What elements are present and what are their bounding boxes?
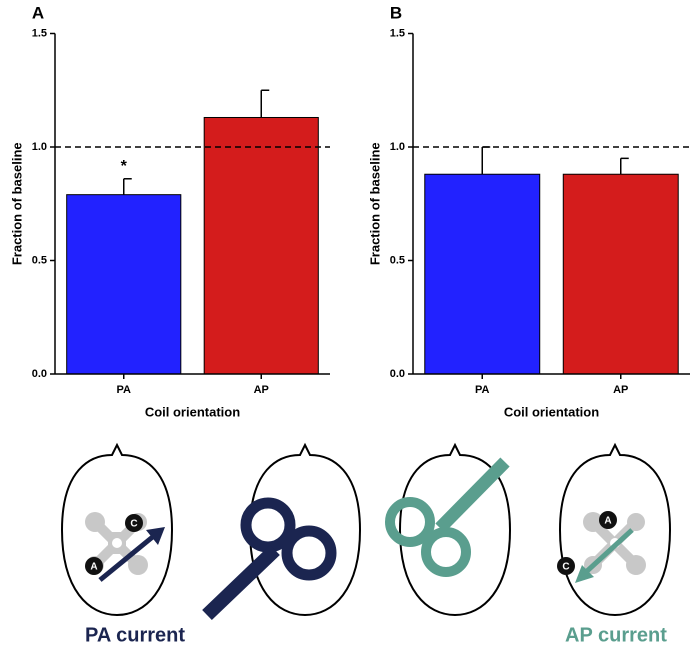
x-tick-label: PA [475, 384, 490, 396]
x-axis-label: Coil orientation [145, 404, 240, 419]
significance-mark: * [121, 158, 128, 175]
coil-center [112, 538, 122, 548]
marker-circle [85, 557, 103, 575]
panel-label: A [32, 3, 44, 22]
bar [203, 116, 319, 375]
marker-circle [599, 511, 617, 529]
arrow-head [146, 527, 165, 545]
y-tick-label: 1.0 [390, 141, 405, 153]
bar [66, 194, 182, 375]
marker-label: A [604, 516, 611, 527]
bar [562, 173, 679, 375]
x-axis-label: Coil orientation [504, 404, 599, 419]
marker-label: C [562, 562, 569, 573]
pa-current-label: PA current [85, 624, 185, 646]
x-tick-label: AP [613, 384, 628, 396]
y-tick-label: 0.0 [32, 368, 47, 380]
marker-circle [125, 514, 143, 532]
coil-large [202, 497, 337, 621]
y-tick-label: 1.5 [390, 27, 405, 39]
y-tick-label: 0.5 [32, 254, 47, 266]
y-tick-label: 0.0 [390, 368, 405, 380]
diagram: C A A C PA current AP current [60, 442, 672, 646]
y-axis-label: Fraction of baseline [9, 142, 24, 265]
marker-label: C [130, 519, 137, 530]
head [558, 442, 672, 617]
y-tick-label: 1.0 [32, 141, 47, 153]
y-axis-label: Fraction of baseline [367, 142, 382, 265]
bar [424, 173, 541, 375]
marker-label: A [90, 562, 97, 573]
y-tick-label: 1.5 [32, 27, 47, 39]
y-tick-label: 0.5 [390, 254, 405, 266]
ap-current-label: AP current [565, 624, 667, 646]
coil-large [385, 457, 510, 577]
head [248, 442, 362, 617]
x-tick-label: PA [117, 384, 132, 396]
panel-label: B [390, 3, 402, 22]
head [60, 442, 174, 617]
head [398, 442, 512, 617]
marker-circle [557, 557, 575, 575]
current-arrow [584, 528, 634, 574]
x-tick-label: AP [254, 384, 269, 396]
current-arrow [98, 533, 157, 582]
arrow-head [575, 565, 594, 583]
